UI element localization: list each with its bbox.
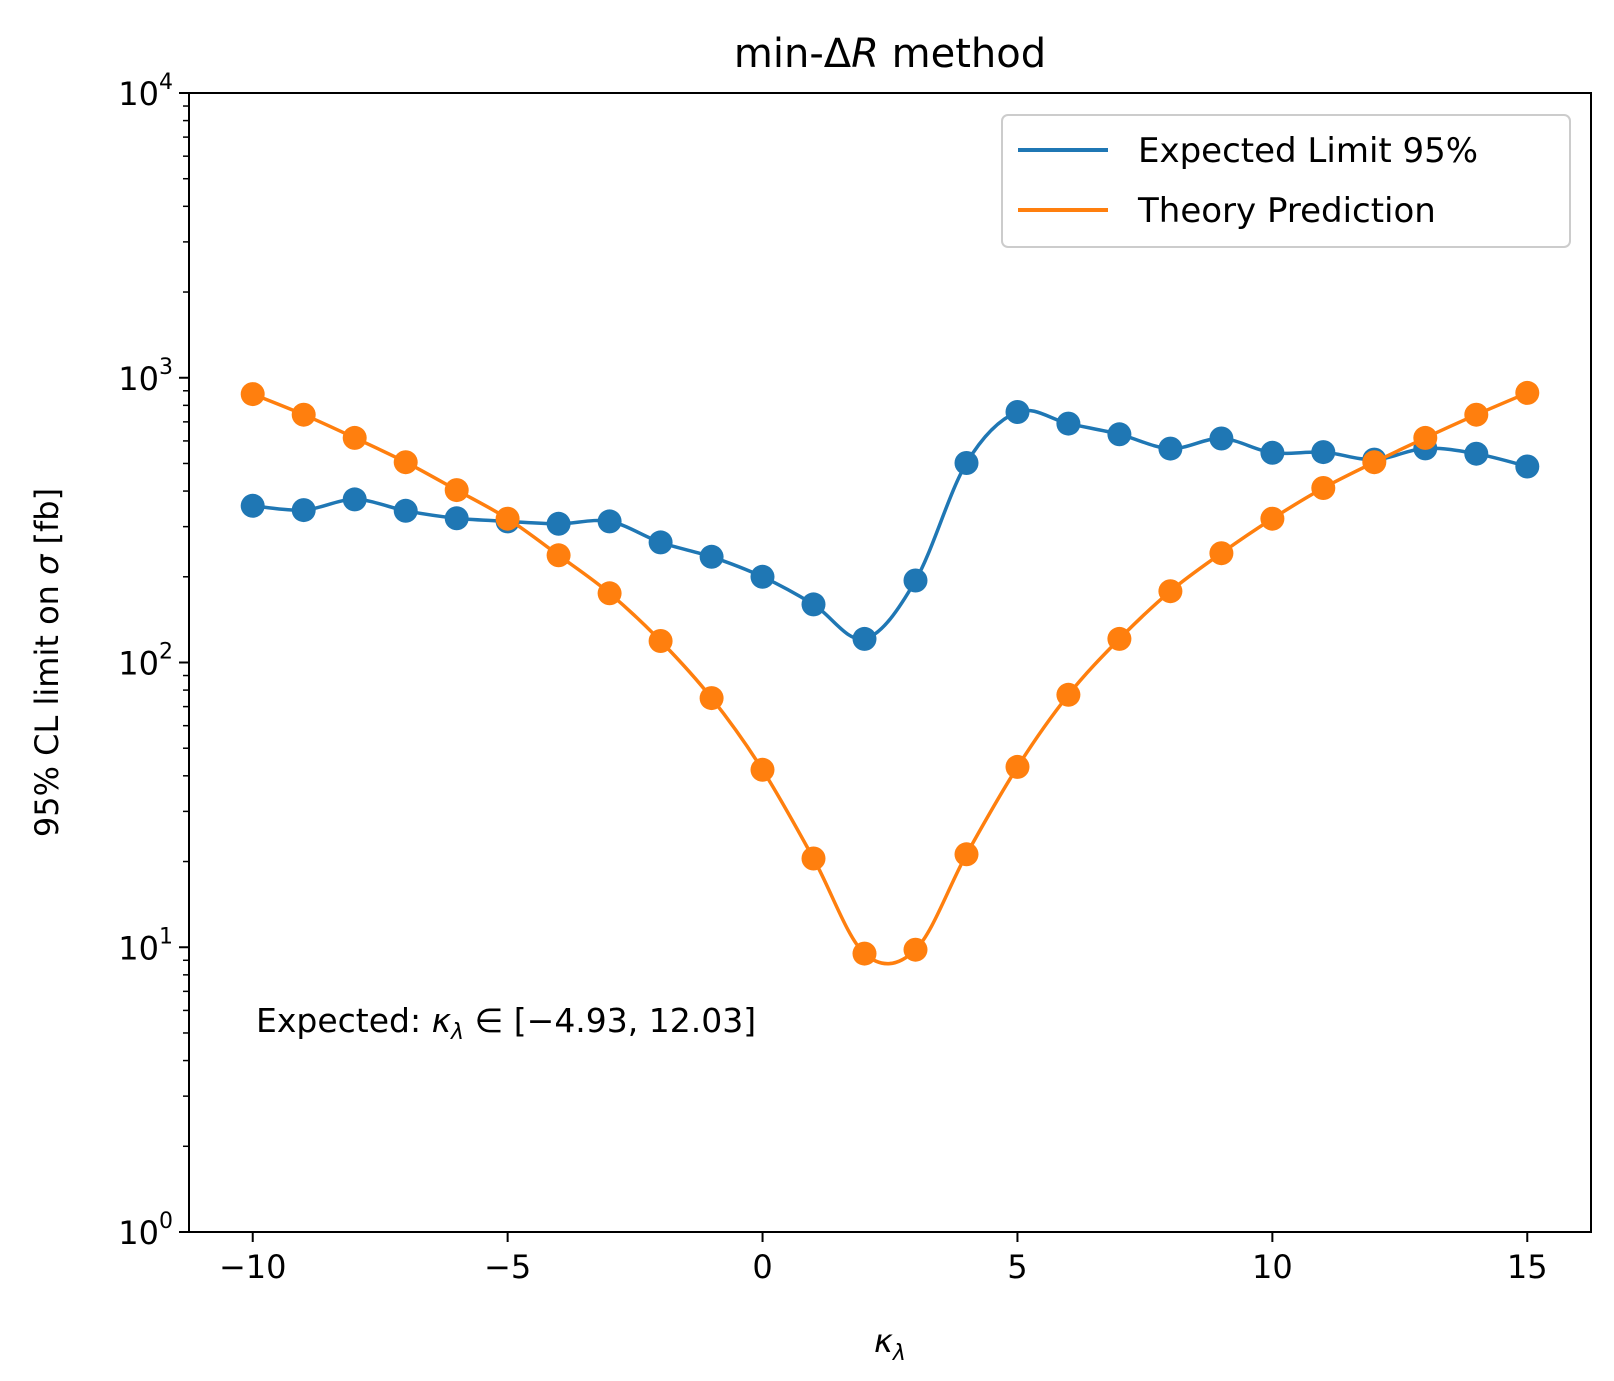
legend-box — [1001, 114, 1571, 248]
series-0-point-21 — [1311, 440, 1336, 465]
interval-annotation: Expected: κλ ∈ [−4.93, 12.03] — [256, 1001, 756, 1045]
series-1-point-22 — [1362, 450, 1387, 475]
series-1-point-3 — [393, 450, 418, 475]
series-1-point-5 — [495, 506, 520, 531]
series-0-point-1 — [291, 498, 316, 523]
series-1-point-16 — [1056, 682, 1081, 707]
series-1-point-25 — [1515, 380, 1540, 405]
series-0-point-3 — [393, 498, 418, 523]
series-0-point-19 — [1209, 426, 1234, 451]
series-1-point-18 — [1158, 579, 1183, 604]
series-0-point-15 — [1005, 400, 1030, 424]
x-tick-label: 0 — [752, 1248, 772, 1286]
chart-title: min-ΔR method — [734, 31, 1046, 77]
series-0-point-2 — [342, 487, 367, 512]
series-0-point-16 — [1056, 411, 1081, 436]
series-line-1 — [252, 391, 1528, 966]
series-0-point-18 — [1158, 436, 1183, 461]
series-0-point-7 — [597, 509, 622, 534]
series-1-point-13 — [903, 937, 928, 962]
series-1-point-4 — [444, 478, 469, 503]
x-tick-label: −10 — [219, 1248, 287, 1286]
series-0-point-9 — [699, 544, 724, 569]
series-0-point-14 — [954, 451, 979, 475]
series-1-point-6 — [546, 543, 571, 568]
series-0-point-0 — [240, 493, 265, 518]
x-tick-label: 15 — [1507, 1248, 1548, 1286]
series-1-point-7 — [597, 581, 622, 606]
series-1-point-2 — [342, 425, 367, 450]
series-1-point-12 — [852, 941, 877, 966]
x-tick-label: −5 — [484, 1248, 531, 1286]
series-0-point-6 — [546, 511, 571, 536]
series-0-point-8 — [648, 530, 673, 555]
series-1-point-0 — [240, 382, 265, 407]
series-1-point-19 — [1209, 541, 1234, 566]
series-1-point-9 — [699, 686, 724, 711]
x-axis-label: κλ — [874, 1322, 906, 1366]
legend-label-0: Expected Limit 95% — [1138, 131, 1478, 171]
legend: Expected Limit 95% Theory Prediction — [1001, 114, 1571, 248]
plot-series — [240, 380, 1540, 966]
series-1-point-23 — [1413, 425, 1438, 450]
x-tick-label: 10 — [1252, 1248, 1293, 1286]
series-1-point-8 — [648, 629, 673, 653]
series-0-point-4 — [444, 506, 469, 531]
series-1-point-11 — [801, 846, 826, 871]
series-1-point-21 — [1311, 476, 1336, 500]
series-1-point-15 — [1005, 754, 1030, 779]
series-line-0 — [252, 408, 1528, 641]
series-1-point-17 — [1107, 626, 1132, 651]
legend-label-1: Theory Prediction — [1137, 191, 1436, 231]
series-0-point-24 — [1464, 441, 1489, 466]
series-1-point-14 — [954, 842, 979, 867]
series-1-point-10 — [750, 757, 775, 782]
series-0-point-10 — [750, 564, 775, 589]
x-tick-label: 5 — [1007, 1248, 1027, 1286]
series-0-point-20 — [1260, 440, 1285, 465]
series-0-point-25 — [1515, 454, 1540, 479]
y-tick-label: 102 — [118, 640, 173, 683]
series-1-point-20 — [1260, 506, 1285, 531]
series-1-point-24 — [1464, 402, 1489, 427]
series-0-point-13 — [903, 568, 928, 593]
series-0-point-12 — [852, 626, 877, 651]
y-axis-label: 95% CL limit on σ [fb] — [28, 488, 66, 837]
series-0-point-11 — [801, 592, 826, 617]
series-0-point-17 — [1107, 422, 1132, 447]
series-1-point-1 — [291, 402, 316, 427]
